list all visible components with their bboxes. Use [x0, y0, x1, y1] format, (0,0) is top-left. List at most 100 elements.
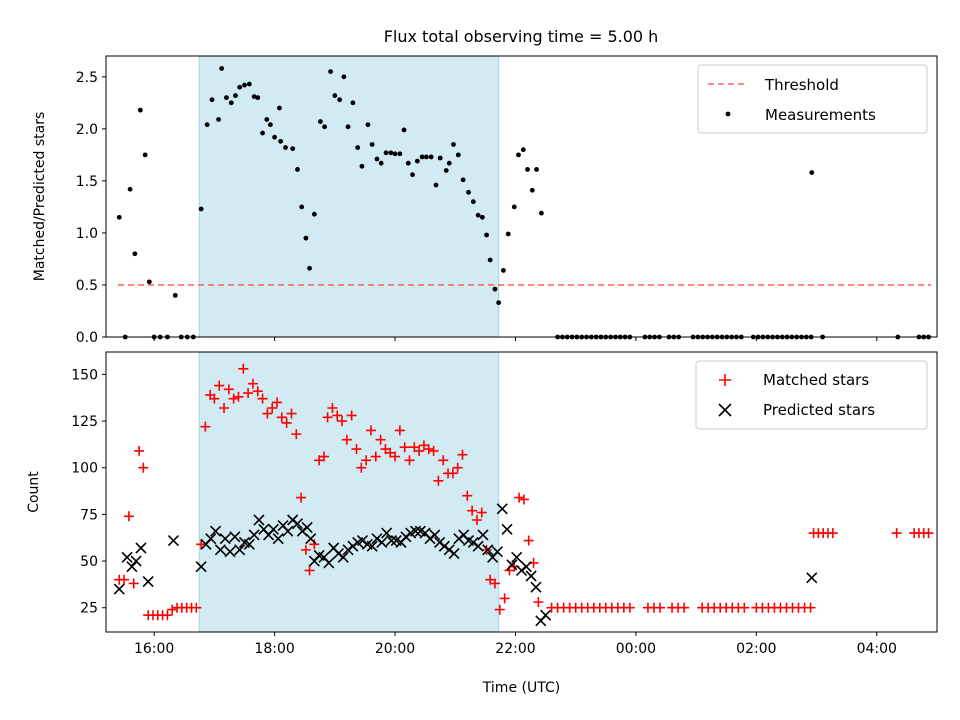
y-tick-label: 2.0	[76, 122, 98, 138]
measurement-point	[260, 130, 265, 136]
measurement-point	[443, 168, 449, 173]
measurement-point	[355, 145, 361, 150]
predicted-star-point	[477, 529, 489, 541]
measurement-point	[219, 66, 225, 71]
measurement-point	[142, 152, 148, 158]
axes-frame	[105, 351, 938, 633]
predicted-star-point	[448, 548, 460, 560]
measurement-point	[392, 151, 398, 157]
predicted-star-point	[376, 536, 388, 548]
predicted-star-point	[113, 583, 125, 595]
predicted-star-point	[496, 503, 508, 515]
measurement-point	[350, 100, 356, 106]
measurement-point	[437, 155, 443, 161]
matched-star-point	[219, 403, 230, 413]
measurement-point	[307, 265, 312, 271]
predicted-star-point	[491, 546, 503, 558]
matched-star-point	[291, 429, 302, 440]
y-tick-label: 1.5	[76, 174, 98, 190]
measurement-point	[525, 167, 530, 172]
measurement-point	[278, 138, 284, 144]
measurement-point	[496, 300, 502, 306]
predicted-star-point	[195, 561, 207, 573]
x-tick-label: 00:00	[616, 641, 656, 657]
predicted-star-point	[472, 540, 484, 552]
matched-star-point	[499, 593, 510, 604]
x-tick-label: 04:00	[857, 641, 897, 657]
matched-star-point	[394, 425, 405, 436]
measurement-point	[137, 107, 143, 113]
measurement-point	[401, 127, 407, 133]
measurement-point	[332, 93, 338, 98]
x-tick-label: 22:00	[495, 641, 535, 657]
matched-star-point	[471, 515, 482, 525]
measurement-point	[198, 206, 204, 212]
measurement-point	[328, 69, 334, 75]
legend-matched-label: Matched stars	[763, 371, 869, 389]
matched-star-point	[514, 492, 525, 503]
matched-star-point	[447, 468, 458, 479]
measurement-point	[132, 251, 138, 257]
matched-star-point	[481, 544, 492, 555]
matched-star-point	[233, 391, 244, 402]
matched-star-point	[457, 449, 468, 460]
measurement-point	[127, 186, 133, 192]
y-axis-label: Count	[26, 471, 42, 513]
y-tick-label: 0.0	[76, 330, 98, 346]
predicted-star-point	[224, 546, 236, 558]
matched-star-point	[332, 410, 343, 421]
x-tick-label: 20:00	[375, 641, 415, 657]
predicted-star-point	[511, 551, 523, 563]
predicted-star-point	[525, 570, 537, 582]
measurement-point	[365, 122, 371, 128]
matched-star-point	[296, 492, 307, 503]
y-tick-label: 100	[71, 461, 98, 477]
y-tick-label: 150	[71, 367, 98, 383]
measurement-point	[479, 214, 485, 220]
measurement-point	[388, 150, 394, 156]
predicted-star-point	[381, 527, 393, 539]
measurement-point	[277, 105, 282, 111]
measurement-point	[410, 172, 415, 178]
legend-predicted-swatch	[718, 403, 732, 417]
matched-star-point	[327, 403, 338, 413]
predicted-star-point	[248, 529, 260, 541]
measurement-point	[529, 187, 535, 193]
measurement-point	[466, 189, 471, 195]
shaded-interval	[198, 351, 500, 633]
matched-star-point	[462, 490, 473, 501]
predicted-star-point	[167, 534, 180, 547]
predicted-star-point	[409, 525, 422, 537]
matched-star-point	[322, 412, 333, 423]
x-tick-label: 18:00	[254, 641, 294, 657]
matched-star-point	[341, 434, 352, 445]
matched-star-point	[123, 511, 134, 522]
matched-star-point	[923, 528, 934, 539]
predicted-star-point	[323, 557, 335, 569]
legend-measurement-swatch	[725, 111, 731, 117]
matched-star-point	[119, 574, 130, 585]
matched-star-point	[891, 528, 902, 539]
predicted-star-point	[337, 551, 349, 563]
measurement-point	[405, 160, 411, 166]
measurement-point	[299, 204, 305, 210]
matched-star-point	[523, 535, 534, 546]
predicted-star-point	[272, 533, 284, 545]
measurement-point	[414, 158, 420, 164]
predicted-star-point	[366, 540, 378, 552]
measurement-point	[460, 177, 466, 183]
matched-star-point	[624, 602, 635, 613]
x-axis-label: Time (UTC)	[482, 680, 560, 696]
legend-predicted-label: Predicted stars	[763, 401, 875, 419]
predicted-star-point	[305, 533, 317, 545]
measurement-point	[337, 97, 343, 103]
measurement-point	[204, 122, 210, 128]
measurement-point	[251, 94, 257, 99]
predicted-star-point	[429, 529, 441, 541]
measurement-point	[516, 152, 521, 158]
measurement-point	[233, 93, 238, 98]
matched-star-point	[467, 505, 478, 516]
matched-star-point	[805, 602, 816, 613]
measurement-point	[501, 267, 506, 273]
measurement-point	[484, 232, 489, 238]
